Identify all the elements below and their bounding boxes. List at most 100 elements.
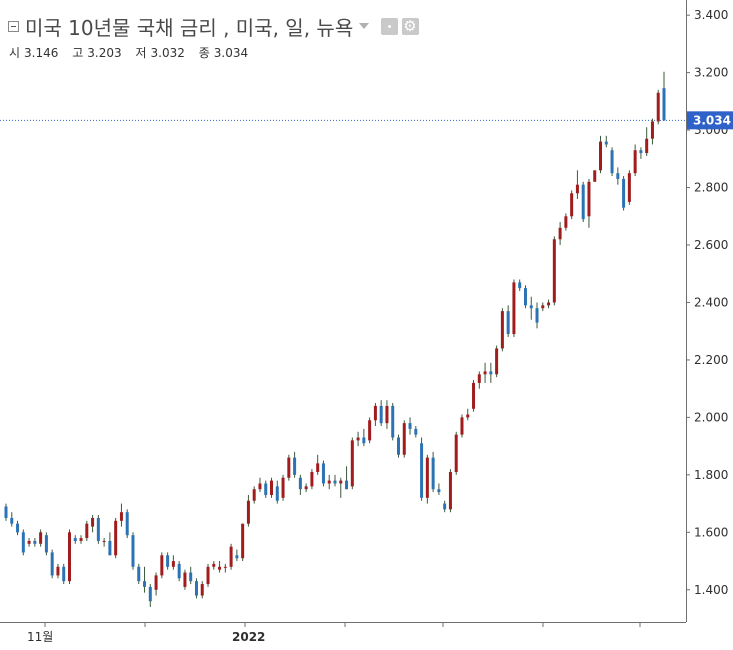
candle-body	[333, 480, 337, 484]
candle-body	[287, 457, 291, 478]
candle-body	[489, 371, 493, 375]
candle-body	[62, 566, 66, 582]
candle-body	[73, 538, 77, 541]
collapse-icon[interactable]	[8, 20, 19, 32]
candle-body	[212, 563, 216, 567]
candle-body	[523, 288, 527, 306]
candle-body	[368, 420, 372, 441]
candle-body	[581, 184, 585, 220]
candle-body	[350, 440, 354, 487]
candle-body	[425, 457, 429, 498]
candle-body	[154, 575, 158, 590]
candle-body	[206, 566, 210, 585]
candle-body	[356, 437, 360, 441]
candle-body	[408, 423, 412, 429]
candle-body	[385, 405, 389, 424]
high-value: 3.203	[87, 46, 122, 60]
candle-body	[114, 520, 118, 556]
candle-body	[252, 489, 256, 501]
visibility-eye-icon[interactable]	[381, 17, 399, 35]
candle-body	[241, 523, 245, 559]
candle-body	[275, 486, 279, 501]
candle-body	[454, 434, 458, 472]
y-tick-label: 1.600	[694, 525, 728, 539]
candle-body	[316, 463, 320, 472]
ohlc-readout: 시 3.146 고 3.203 저 3.032 종 3.034	[9, 44, 258, 61]
candle-body	[56, 566, 60, 576]
candle-body	[362, 437, 366, 444]
candle-body	[477, 374, 481, 383]
close-label: 종	[198, 46, 210, 60]
candle-body	[587, 181, 591, 217]
candle-body	[108, 540, 112, 556]
candle-body	[67, 532, 71, 582]
candle-body	[575, 184, 579, 194]
candle-body	[570, 193, 574, 217]
candle-body	[293, 457, 297, 475]
candle-body	[218, 566, 222, 570]
low-label: 저	[135, 46, 147, 60]
candle-body	[143, 581, 147, 587]
candle-body	[223, 566, 227, 568]
candle-body	[166, 555, 170, 567]
candle-body	[281, 477, 285, 498]
settings-gear-icon[interactable]	[402, 17, 420, 35]
candle-body	[599, 141, 603, 171]
candle-body	[183, 572, 187, 587]
candle-body	[512, 282, 516, 335]
candle-body	[396, 437, 400, 455]
x-tick-label: 11월	[27, 630, 53, 644]
candle-body	[33, 540, 37, 544]
chart-title: 미국 10년물 국채 금리 , 미국, 일, 뉴욕	[25, 15, 354, 40]
candle-body	[662, 88, 666, 121]
candle-body	[593, 170, 597, 182]
candle-body	[321, 463, 325, 484]
candle-body	[79, 538, 83, 541]
candle-body	[131, 535, 135, 567]
candle-body	[391, 405, 395, 438]
y-tick-label: 1.400	[694, 583, 728, 597]
y-tick-label: 2.400	[694, 295, 728, 309]
candle-body	[650, 121, 654, 139]
candle-body	[177, 563, 181, 579]
candle-body	[547, 302, 551, 306]
candle-body	[558, 227, 562, 240]
y-tick-label: 1.800	[694, 468, 728, 482]
dropdown-caret-icon[interactable]	[359, 23, 370, 29]
candle-body	[529, 305, 533, 309]
candle-body	[495, 348, 499, 375]
candle-body	[656, 92, 660, 122]
candle-body	[119, 512, 123, 521]
candle-body	[339, 480, 343, 484]
chart-header: 미국 10년물 국채 금리 , 미국, 일, 뉴욕	[8, 12, 420, 40]
candle-body	[16, 523, 20, 533]
candle-body	[604, 141, 608, 145]
candle-body	[137, 566, 141, 582]
candle-body	[443, 503, 447, 510]
open-label: 시	[9, 46, 21, 60]
candle-body	[310, 471, 314, 487]
candle-body	[327, 480, 331, 484]
candle-body	[448, 471, 452, 510]
candle-body	[431, 457, 435, 490]
y-tick-label: 3.200	[694, 66, 728, 80]
plot-area[interactable]	[0, 71, 686, 608]
candle-body	[379, 405, 383, 424]
candle-body	[96, 517, 100, 541]
candle-body	[50, 552, 54, 576]
candle-body	[44, 535, 48, 553]
candle-body	[466, 414, 470, 418]
candle-body	[160, 555, 164, 576]
candle-body	[627, 173, 631, 202]
candle-body	[125, 512, 129, 536]
candle-body	[414, 428, 418, 435]
last-price-label: 3.034	[693, 113, 731, 127]
y-tick-label: 2.600	[694, 238, 728, 252]
candle-body	[437, 489, 441, 493]
candle-body	[10, 517, 14, 524]
candle-body	[541, 305, 545, 309]
candle-body	[472, 382, 476, 409]
x-tick-label: 2022	[232, 630, 265, 644]
candle-body	[535, 308, 539, 323]
